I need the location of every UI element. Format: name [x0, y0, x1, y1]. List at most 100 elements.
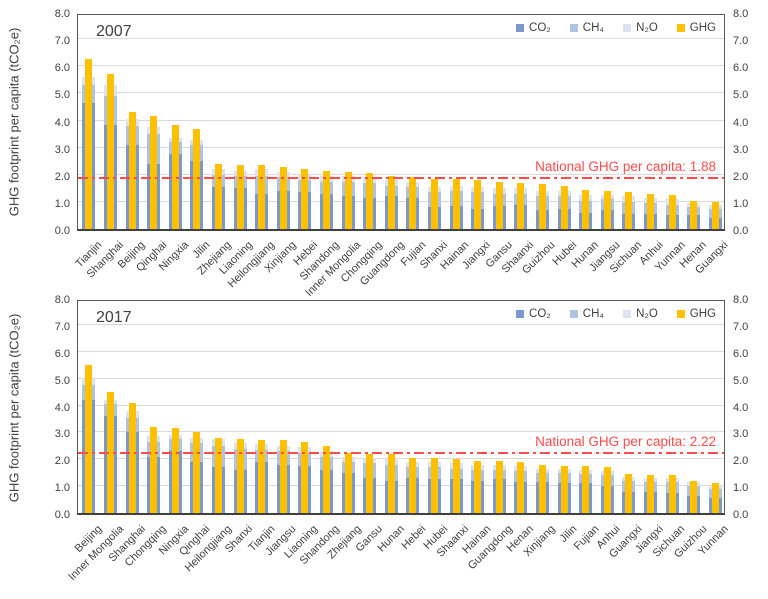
ghg-bar-heilongjiang	[258, 165, 266, 229]
y-axis-title-2007: GHG footprint per capita (tCO₂e)	[6, 27, 22, 217]
legend-label-co2: CO₂	[529, 22, 551, 34]
gridline	[78, 92, 724, 94]
ghg-bar-hunan	[582, 189, 590, 229]
y-tick-label: 0.0	[733, 509, 749, 521]
ghg-bar-tianjin	[258, 440, 266, 513]
ghg-bar-heilongjiang	[214, 437, 222, 513]
legend-2017: CO₂ CH₄ N₂O GHG	[516, 308, 716, 320]
legend-item-ghg: GHG	[676, 22, 716, 34]
ghg-bar-sichuan	[625, 192, 633, 229]
ghg-bar-inner-mongolia	[344, 172, 352, 229]
ghg-bar-shandong	[322, 445, 330, 513]
gridline	[78, 38, 724, 40]
ghg-bar-qinghai	[193, 432, 201, 513]
y-tick-label: 2.0	[733, 170, 749, 183]
y-tick-label: 1.0	[54, 482, 70, 495]
national-ghg-label-2017: National GHG per capita: 2.22	[535, 434, 716, 450]
ghg-bar-shanghai	[106, 74, 114, 229]
ghg-bar-liaoning	[301, 441, 309, 513]
gridline	[78, 404, 724, 406]
ghg-bar-fujian	[409, 177, 417, 229]
legend-2007: CO₂ CH₄ N₂O GHG	[516, 22, 716, 34]
gridline	[78, 173, 724, 175]
ghg-bar-beijing	[128, 112, 136, 229]
ghg-bar-shanghai	[128, 402, 136, 513]
y-axis-title-2017: GHG footprint per capita (tCO₂e)	[6, 313, 22, 503]
y-axis-ticks-left-2007: 0.0 1.0 2.0 3.0 4.0 5.0 6.0 7.0 8.0	[40, 8, 70, 237]
n2o-legend-swatch-icon	[623, 24, 632, 32]
x-tick-label: Hebei	[399, 523, 429, 552]
y-tick-label: 5.0	[54, 89, 70, 102]
y-tick-label: 7.0	[54, 320, 70, 333]
ghg-bar-jiangsu	[603, 191, 611, 229]
gridline	[78, 458, 724, 460]
y-tick-label: 0.0	[54, 509, 70, 521]
y-tick-label: 6.0	[733, 347, 749, 360]
ghg-bar-guangdong	[387, 176, 395, 229]
ghg-bar-shaanxi	[517, 182, 525, 229]
y-tick-label: 6.0	[733, 62, 749, 75]
gridline	[78, 119, 724, 121]
ghg-bar-shanxi	[236, 439, 244, 513]
ghg-bar-yunnan	[668, 195, 676, 229]
y-tick-label: 2.0	[733, 455, 749, 468]
ghg-bar-yunnan	[711, 483, 719, 513]
gridline	[78, 431, 724, 433]
ghg-bar-hebei	[301, 169, 309, 229]
legend-item-co2: CO₂	[516, 22, 551, 34]
legend-label-ghg: GHG	[689, 308, 716, 320]
y-tick-label: 7.0	[733, 320, 749, 333]
gridline	[78, 65, 724, 67]
year-label-2017: 2017	[96, 309, 132, 326]
co2-legend-swatch-icon	[516, 310, 525, 318]
y-tick-label: 1.0	[54, 197, 70, 210]
legend-item-ch4: CH₄	[569, 22, 604, 34]
y-tick-label: 3.0	[54, 143, 70, 156]
x-axis-labels-2007: Tianjin Shanghai Beijing Qinghai Ningxia Jili…	[73, 233, 731, 305]
y-tick-label: 8.0	[733, 294, 749, 306]
ghg-bar-guizhou	[690, 480, 698, 513]
ch4-legend-swatch-icon	[569, 310, 578, 318]
ghg-bar-shanxi	[430, 178, 438, 229]
ghg-bar-henan	[690, 200, 698, 229]
legend-label-n2o: N₂O	[636, 22, 658, 34]
ghg-bar-jiangxi	[474, 180, 482, 229]
ghg-bar-guangxi	[625, 474, 633, 513]
plot-area-2017: 2017 CO₂ CH₄ N₂O GHG National GHG per capit…	[77, 300, 725, 515]
ghg-bar-liaoning	[236, 165, 244, 229]
y-tick-label: 6.0	[54, 347, 70, 360]
ghg-bar-sichuan	[668, 475, 676, 513]
ghg-bar-jilin	[560, 465, 568, 513]
y-tick-label: 8.0	[54, 294, 70, 306]
legend-item-n2o: N₂O	[623, 308, 658, 320]
y-tick-label: 1.0	[733, 197, 749, 210]
ghg-legend-swatch-icon	[676, 24, 685, 32]
ghg-bar-guangdong	[495, 460, 503, 513]
y-tick-label: 1.0	[733, 482, 749, 495]
ch4-legend-swatch-icon	[569, 24, 578, 32]
ghg-bar-ningxia	[171, 124, 179, 229]
ghg-bar-anhui	[603, 467, 611, 513]
ghg-bar-hainan	[474, 460, 482, 513]
ghg-bar-chongqing	[366, 173, 374, 229]
y-tick-label: 2.0	[54, 455, 70, 468]
ghg-bar-tianjin	[85, 59, 93, 229]
y-tick-label: 3.0	[54, 428, 70, 441]
y-tick-label: 8.0	[733, 8, 749, 20]
ghg-bar-beijing	[85, 365, 93, 513]
ghg-bar-guangxi	[711, 201, 719, 229]
ghg-bar-jiangsu	[279, 440, 287, 513]
ghg-bar-xinjiang	[279, 166, 287, 229]
ghg-bar-shaanxi	[452, 459, 460, 513]
ghg-bar-guizhou	[538, 184, 546, 229]
legend-label-ch4: CH₄	[582, 308, 605, 320]
plot-area-2007: 2007 CO₂ CH₄ N₂O GHG National GHG per capit…	[77, 14, 725, 231]
ghg-bar-fujian	[582, 465, 590, 513]
x-axis-labels-2017: Beijing Inner Mongolia Shanghai Chongqing Ni…	[66, 517, 731, 589]
y-tick-label: 0.0	[733, 225, 749, 237]
y-tick-label: 6.0	[54, 62, 70, 75]
y-tick-label: 4.0	[733, 401, 749, 414]
y-tick-label: 8.0	[54, 8, 70, 20]
ghg-bar-xinjiang	[538, 464, 546, 513]
